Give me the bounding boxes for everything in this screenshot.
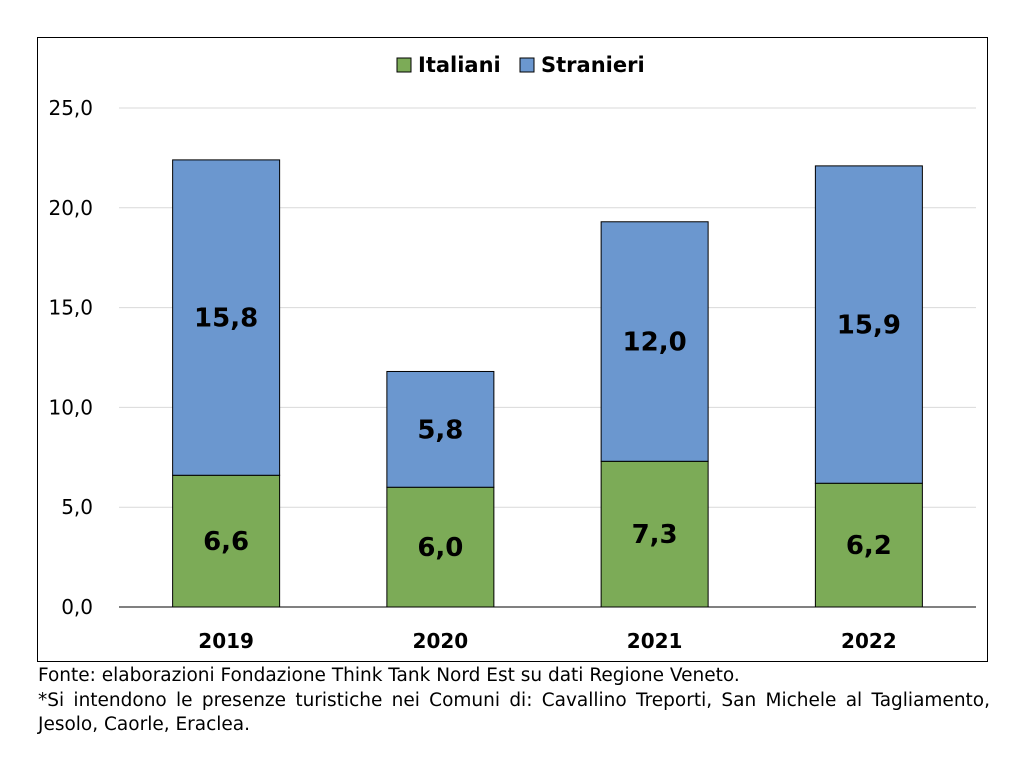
data-label: 6,6 [203, 527, 249, 557]
bar-segment [814, 482, 923, 608]
chart-frame: 0,0 5,0 10,0 15,0 20,0 25,0 6,6 15,8 2019 6,0 5,8 2… [37, 37, 988, 662]
y-tick-label: 0,0 [61, 595, 93, 619]
data-label: 12,0 [623, 328, 687, 358]
x-tick-label: 2022 [841, 629, 897, 653]
x-tick-label: 2021 [627, 629, 683, 653]
data-label: 7,3 [632, 520, 678, 550]
y-tick-label: 15,0 [48, 296, 93, 320]
legend-swatch [396, 57, 412, 73]
legend-label: Stranieri [541, 53, 645, 77]
bar-segment [386, 370, 495, 488]
y-tick-label: 5,0 [61, 495, 93, 519]
y-tick-label: 10,0 [48, 395, 93, 419]
bar-segment [172, 159, 281, 476]
bar-segment [600, 221, 709, 462]
bar-segment [172, 474, 281, 608]
data-label: 6,2 [846, 531, 892, 561]
detail-note: *Si intendono le presenze turistiche nei… [38, 690, 990, 735]
data-label: 15,8 [194, 304, 258, 334]
y-tick-label: 25,0 [48, 96, 93, 120]
x-tick-label: 2019 [198, 629, 254, 653]
legend-label: Italiani [418, 53, 501, 77]
y-tick-label: 20,0 [48, 196, 93, 220]
source-note: Fonte: elaborazioni Fondazione Think Tan… [38, 665, 740, 686]
data-label: 5,8 [417, 415, 463, 445]
stacked-bar-chart: 0,0 5,0 10,0 15,0 20,0 25,0 6,6 15,8 2019 6,0 5,8 2… [48, 53, 976, 653]
data-label: 6,0 [417, 533, 463, 563]
x-tick-label: 2020 [413, 629, 469, 653]
bar-segment [814, 165, 923, 484]
data-label: 15,9 [837, 311, 901, 341]
legend-swatch [519, 57, 535, 73]
